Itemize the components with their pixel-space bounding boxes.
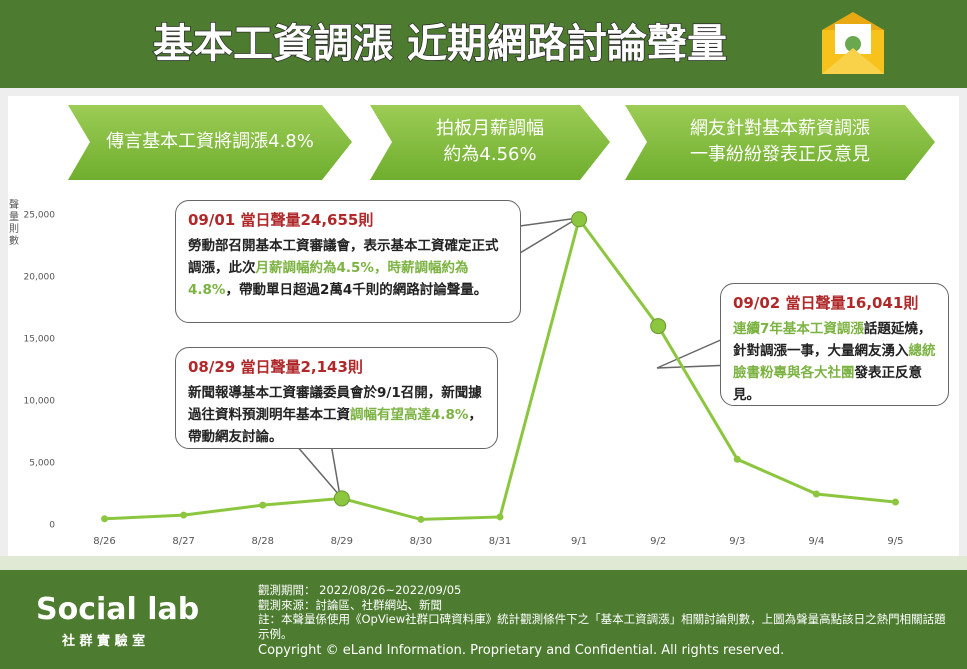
stage-text: 一事紛紛發表正反意見 (690, 144, 870, 165)
callout-highlight: 月薪調幅約為4.5%，時薪調幅約為4.8% (188, 260, 469, 298)
callout-title: 08/29 當日聲量2,143則 (188, 358, 363, 376)
title: 基本工資調漲 近期網路討論聲量 (153, 21, 727, 67)
footer-notes: 觀測期間： 2022/08/26~2022/09/05 觀測來源：討論區、社群網站… (258, 583, 948, 659)
brand-sub: 社 群 實 驗 室 (62, 634, 146, 649)
point (650, 318, 667, 335)
x-tick-label: 8/30 (410, 536, 432, 547)
callout-highlight: 調幅有望高達4.8% (350, 407, 469, 423)
callout-text: 新聞報導基本工資審議委員會於9/1召開，新聞據過往資料預測明年基本工資 (188, 385, 482, 423)
x-tick-label: 9/1 (571, 536, 587, 547)
y-axis-label-char: 數 (9, 234, 19, 247)
callout-body: 新聞報導基本工資審議委員會於9/1召開，新聞據過往資料預測明年基本工資調幅有望高… (188, 382, 485, 448)
envelope-icon (822, 12, 884, 74)
y-axis-label-char: 則 (9, 223, 19, 235)
callout-text: 話題延燒，針對調漲一事，大量網友湧入 (733, 321, 932, 359)
point (101, 515, 109, 523)
callout-body: 連續7年基本工資調漲話題延燒，針對調漲一事，大量網友湧入總統臉書粉專與各大社團發… (733, 318, 936, 406)
x-tick-label: 9/5 (887, 536, 903, 547)
footer-line: 觀測來源：討論區、社群網站、新聞 (258, 597, 442, 612)
x-tick-label: 8/29 (331, 536, 353, 547)
header-band (0, 0, 967, 88)
footer-line: Copyright © eLand Information. Proprieta… (258, 643, 785, 658)
stage-arrow (625, 105, 935, 180)
callout: 08/29 當日聲量2,143則新聞報導基本工資審議委員會於9/1召開，新聞據過… (175, 347, 498, 449)
footer-band (0, 570, 967, 669)
callout-title: 09/02 當日聲量16,041則 (733, 294, 919, 312)
brand: Social lab (36, 592, 200, 627)
callout-highlight: 總統臉書粉專與各大社團 (733, 343, 936, 381)
callout: 09/01 當日聲量24,655則勞動部召開基本工資審議會，表示基本工資確定正式… (175, 200, 521, 323)
callout-title: 09/01 當日聲量24,655則 (188, 211, 374, 229)
y-tick-label: 0 (49, 521, 55, 531)
point (496, 513, 504, 521)
stage-text: 約為4.56% (443, 144, 536, 165)
stage-text: 傳言基本工資將調漲4.8% (106, 131, 314, 152)
x-tick-label: 8/27 (172, 536, 194, 547)
footer-line: 觀測期間： 2022/08/26~2022/09/05 (258, 583, 462, 597)
point (259, 501, 267, 509)
y-tick-label: 15,000 (24, 335, 56, 345)
x-tick-label: 8/31 (489, 536, 511, 547)
stage-arrow (68, 105, 352, 180)
y-axis-label-char: 量 (9, 211, 19, 223)
y-tick-label: 10,000 (24, 397, 56, 407)
point (333, 490, 350, 507)
x-tick-label: 8/28 (251, 536, 273, 547)
point (180, 511, 188, 519)
y-axis-label: 聲量則數 (9, 198, 19, 247)
x-tick-label: 9/4 (808, 536, 824, 547)
callout-text: ，帶動單日超過2萬4千則的網路討論聲量。 (225, 282, 488, 298)
point (733, 455, 741, 463)
callout-text: ，帶動網友討論。 (188, 407, 482, 445)
footer-line: 註：本聲量係使用《OpView社群口碑資料庫》統計觀測條件下之「基本工資調漲」相… (258, 612, 946, 641)
x-tick-label: 9/3 (729, 536, 745, 547)
stage-text: 拍板月薪調幅 (436, 118, 544, 139)
stage-arrow (370, 105, 610, 180)
point (417, 515, 425, 523)
divider (0, 556, 967, 570)
callout-highlight: 連續7年基本工資調漲 (733, 321, 864, 337)
callout-text: 發表正反意見。 (733, 365, 922, 403)
y-tick-label: 20,000 (24, 273, 56, 283)
point (571, 211, 588, 228)
x-tick-label: 9/2 (650, 536, 666, 547)
y-tick-label: 5,000 (29, 459, 55, 469)
point (812, 490, 820, 498)
y-axis-label-char: 聲 (9, 198, 19, 211)
point (891, 498, 899, 506)
callout-text: 勞動部召開基本工資審議會，表示基本工資確定正式調漲，此次 (188, 238, 499, 276)
callout: 09/02 當日聲量16,041則 連續7年基本工資調漲話題延燒，針對調漲一事，大… (720, 283, 949, 406)
x-tick-label: 8/26 (93, 536, 115, 547)
callout-body: 勞動部召開基本工資審議會，表示基本工資確定正式調漲，此次月薪調幅約為4.5%，時… (188, 235, 508, 301)
y-tick-label: 25,000 (24, 211, 56, 221)
stage-text: 網友針對基本薪資調漲 (690, 118, 870, 139)
